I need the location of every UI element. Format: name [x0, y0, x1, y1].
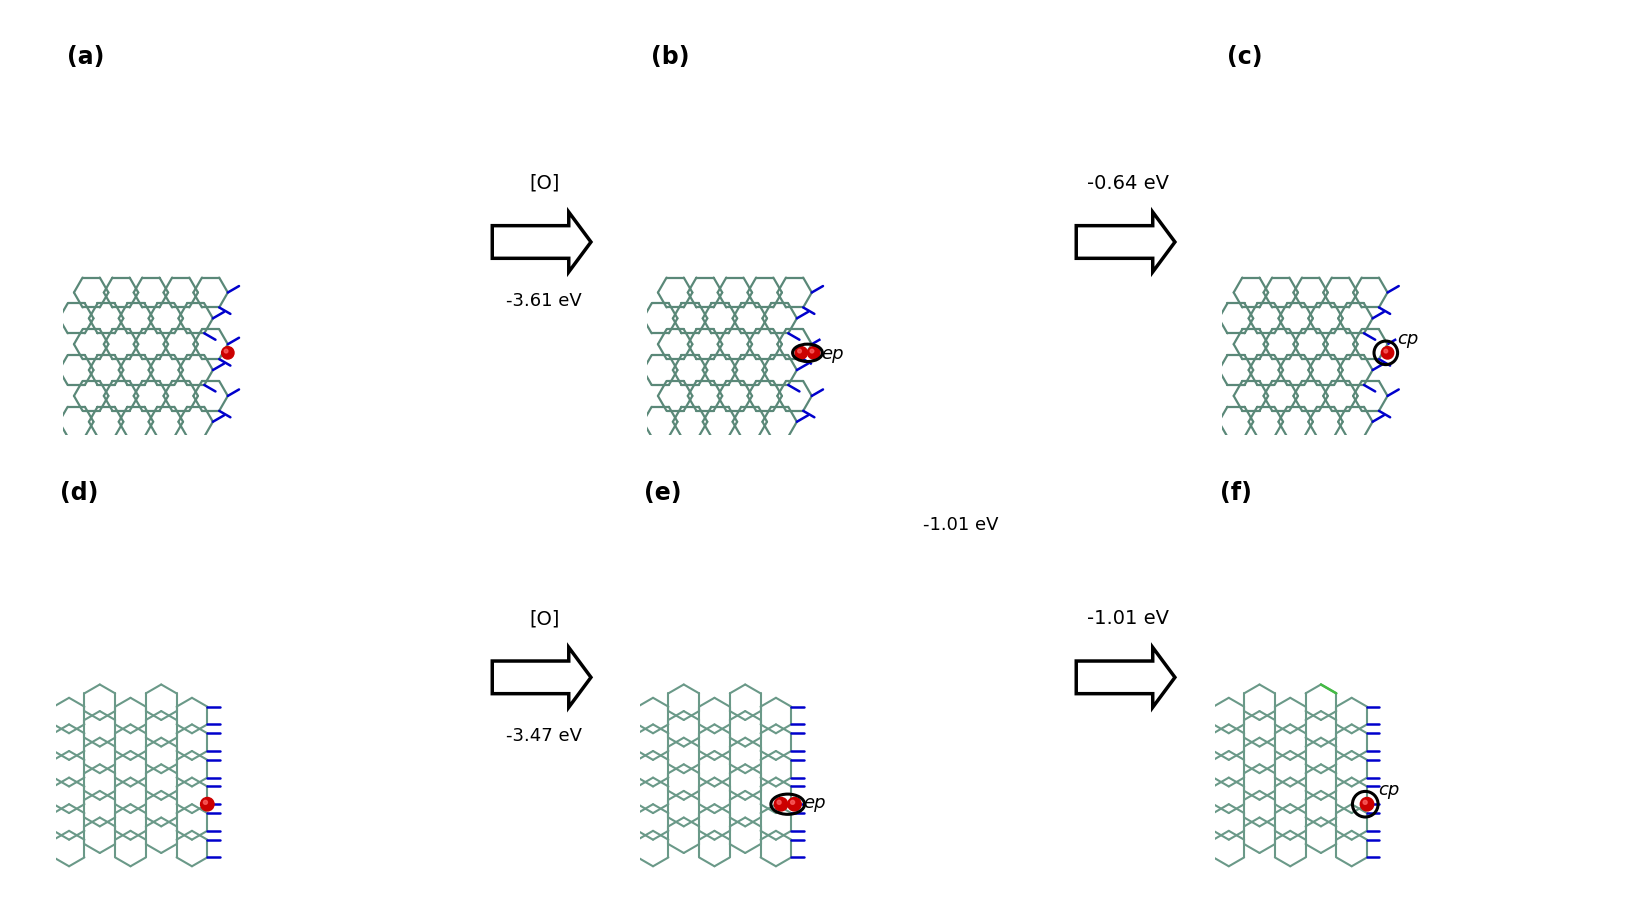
- Text: (a): (a): [67, 45, 105, 69]
- Circle shape: [795, 346, 808, 359]
- Text: (f): (f): [1221, 481, 1252, 504]
- Text: [O]: [O]: [530, 610, 559, 629]
- Circle shape: [791, 800, 795, 805]
- Circle shape: [222, 346, 234, 359]
- Text: -3.47 eV: -3.47 eV: [507, 727, 582, 746]
- FancyArrow shape: [492, 212, 591, 272]
- Text: (c): (c): [1227, 45, 1262, 69]
- Circle shape: [775, 797, 788, 811]
- Circle shape: [204, 800, 207, 805]
- Text: [O]: [O]: [530, 174, 559, 193]
- Circle shape: [1360, 797, 1374, 811]
- Text: (d): (d): [61, 481, 99, 504]
- Text: -1.01 eV: -1.01 eV: [923, 516, 999, 534]
- Circle shape: [809, 349, 814, 353]
- Circle shape: [776, 800, 781, 805]
- Circle shape: [201, 797, 214, 811]
- FancyArrow shape: [1076, 648, 1175, 707]
- Circle shape: [808, 346, 819, 359]
- FancyArrow shape: [492, 648, 591, 707]
- Circle shape: [788, 797, 801, 811]
- Circle shape: [798, 349, 801, 353]
- FancyArrow shape: [1076, 212, 1175, 272]
- Circle shape: [1382, 346, 1393, 359]
- Circle shape: [224, 349, 229, 353]
- Text: cp: cp: [1397, 329, 1418, 347]
- Text: -3.61 eV: -3.61 eV: [507, 292, 582, 310]
- Text: (b): (b): [651, 45, 689, 69]
- Text: -1.01 eV: -1.01 eV: [1087, 610, 1170, 629]
- Text: cp: cp: [1379, 781, 1400, 799]
- Text: (e): (e): [645, 481, 681, 504]
- Circle shape: [1383, 349, 1388, 353]
- Text: -0.64 eV: -0.64 eV: [1087, 174, 1170, 193]
- Circle shape: [1364, 800, 1367, 805]
- Text: ep: ep: [821, 345, 844, 363]
- Text: ep: ep: [803, 794, 826, 812]
